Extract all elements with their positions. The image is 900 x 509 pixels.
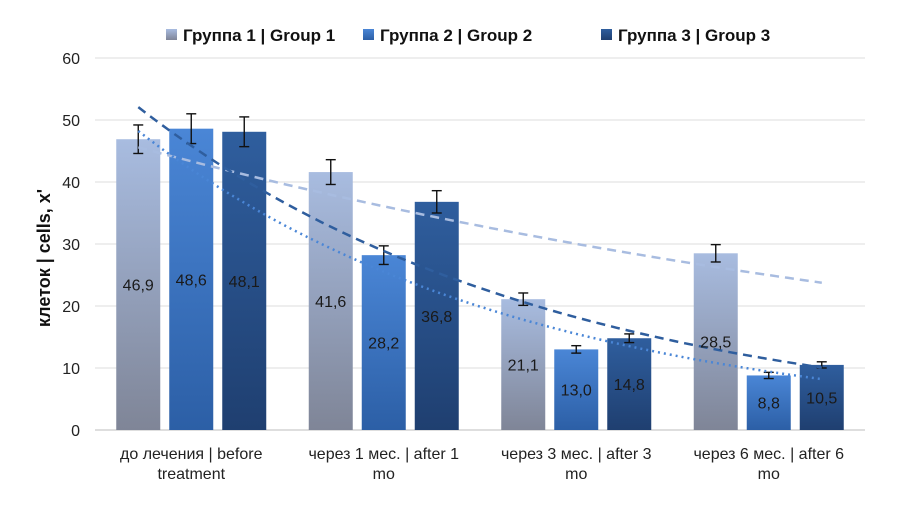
value-label: 41,6 (315, 294, 346, 311)
x-tick-label-line: mo (373, 466, 395, 483)
x-axis-labels: до лечения | before treatment через 1 мес.… (120, 446, 844, 483)
y-tick-label: 40 (62, 175, 80, 192)
bars (116, 128, 844, 430)
bar (746, 375, 791, 430)
value-label: 48,6 (176, 272, 207, 289)
y-tick-label: 60 (62, 51, 80, 68)
trendline (137, 146, 822, 284)
y-tick-label: 50 (62, 113, 80, 130)
value-label: 28,5 (700, 335, 731, 352)
legend-swatch (601, 29, 612, 40)
x-tick-label-line: через 3 мес. | after 3 (501, 446, 652, 463)
error-bar (710, 243, 721, 263)
bar (169, 128, 214, 430)
legend-entry: Группа 3 | Group 3 (601, 26, 770, 45)
y-tick-label: 10 (62, 361, 80, 378)
error-bar (239, 116, 250, 148)
error-bar (518, 292, 529, 307)
x-tick-label-line: mo (565, 466, 587, 483)
value-label: 13,0 (561, 383, 592, 400)
bar (693, 253, 738, 430)
value-label: 21,1 (508, 358, 539, 375)
value-label: 36,8 (421, 309, 452, 326)
x-tick-label-line: через 1 мес. | after 1 (308, 446, 459, 463)
value-label: 46,9 (123, 278, 154, 295)
legend-label: Группа 2 | Group 2 (380, 26, 532, 45)
legend: Группа 1 | Group 1 Группа 2 | Group 2 Груп… (166, 26, 770, 45)
bar (361, 255, 406, 430)
legend-swatch (363, 29, 374, 40)
y-axis-ticks: 0 10 20 30 40 50 60 (62, 51, 80, 440)
x-tick-label-line: mo (758, 466, 780, 483)
value-label: 10,5 (806, 390, 837, 407)
y-axis-label: клеток | cells, x' (34, 189, 54, 327)
legend-entry: Группа 2 | Group 2 (363, 26, 532, 45)
bar (222, 131, 267, 430)
value-label: 14,8 (614, 377, 645, 394)
error-bar (325, 158, 336, 186)
bar (799, 364, 844, 430)
x-tick-label: через 3 мес. | after 3 mo (501, 446, 652, 483)
value-label: 8,8 (758, 396, 780, 413)
trendlines (137, 106, 822, 381)
legend-label: Группа 3 | Group 3 (618, 26, 770, 45)
legend-label: Группа 1 | Group 1 (183, 26, 335, 45)
bar (554, 349, 599, 430)
x-tick-label: через 6 мес. | after 6 mo (693, 446, 844, 483)
bar (501, 299, 546, 430)
error-bar (133, 124, 144, 155)
error-bar (624, 333, 635, 344)
bar (116, 139, 161, 430)
value-label: 28,2 (368, 336, 399, 353)
x-tick-label-line: treatment (157, 466, 225, 483)
bar (607, 338, 652, 430)
legend-swatch (166, 29, 177, 40)
x-tick-label-line: до лечения | before (120, 446, 263, 463)
y-tick-label: 20 (62, 299, 80, 316)
x-tick-label: через 1 мес. | after 1 mo (308, 446, 459, 483)
x-tick-label-line: через 6 мес. | after 6 (693, 446, 844, 463)
value-label: 48,1 (229, 274, 260, 291)
legend-entry: Группа 1 | Group 1 (166, 26, 335, 45)
bar (308, 172, 353, 430)
y-tick-label: 0 (71, 423, 80, 440)
trendline (137, 106, 822, 369)
value-labels: 46,9 41,6 21,1 28,5 48,6 28,2 13,0 8,8 48,1 36,8 1… (123, 272, 838, 412)
bar (414, 201, 459, 430)
y-tick-label: 30 (62, 237, 80, 254)
x-tick-label: до лечения | before treatment (120, 446, 263, 483)
error-bar (571, 344, 582, 354)
error-bar (378, 245, 389, 266)
error-bar (431, 189, 442, 214)
